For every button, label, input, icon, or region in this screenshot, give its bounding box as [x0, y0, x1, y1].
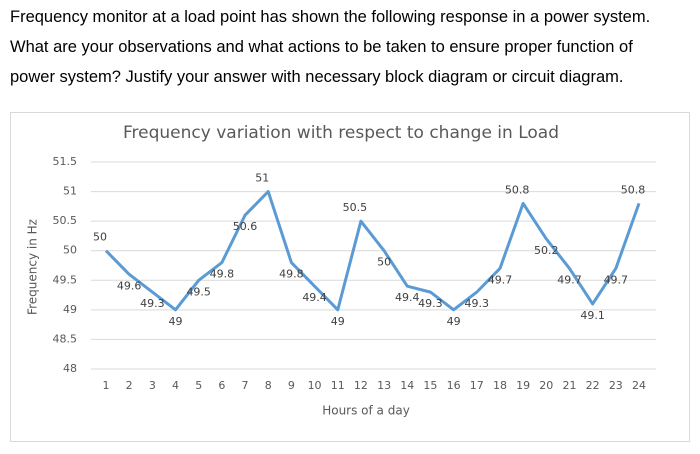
x-tick-label: 11: [331, 379, 345, 392]
x-tick-label: 20: [539, 379, 553, 392]
data-label: 49.3: [140, 297, 165, 310]
x-tick-label: 7: [242, 379, 249, 392]
data-label: 49: [169, 315, 183, 328]
y-tick-label: 49.5: [53, 273, 78, 286]
data-label: 49.7: [604, 273, 629, 286]
chart: Frequency variation with respect to chan…: [10, 112, 690, 442]
x-tick-label: 13: [377, 379, 391, 392]
data-label: 51: [255, 172, 269, 185]
data-label: 49.8: [210, 268, 235, 281]
x-tick-label: 17: [470, 379, 484, 392]
x-tick-label: 19: [516, 379, 530, 392]
data-label: 50: [93, 231, 107, 244]
y-tick-label: 49: [63, 303, 77, 316]
question: Frequency monitor at a load point has sh…: [10, 2, 700, 92]
question-line: Frequency monitor at a load point has sh…: [10, 8, 651, 26]
x-axis-label: Hours of a day: [322, 404, 410, 418]
y-axis-label: Frequency in Hz: [26, 219, 40, 315]
data-label: 49.3: [465, 297, 490, 310]
x-tick-label: 5: [195, 379, 202, 392]
data-label: 49.4: [302, 291, 327, 304]
x-tick-label: 23: [609, 379, 623, 392]
x-tick-label: 6: [218, 379, 225, 392]
data-label: 49.6: [117, 279, 142, 292]
data-label: 50.8: [505, 183, 530, 196]
x-tick-label: 10: [308, 379, 322, 392]
x-tick-label: 15: [423, 379, 437, 392]
y-tick-label: 48.5: [53, 332, 78, 345]
data-label: 49: [331, 315, 345, 328]
data-label: 49.4: [395, 291, 420, 304]
data-label: 49.1: [580, 309, 605, 322]
question-line: What are your observations and what acti…: [10, 38, 633, 56]
data-label: 49.7: [488, 273, 513, 286]
x-tick-label: 24: [632, 379, 646, 392]
x-tick-label: 2: [126, 379, 133, 392]
data-line: [104, 190, 641, 312]
data-label: 49.3: [418, 297, 443, 310]
y-tick-label: 48: [63, 362, 77, 375]
y-tick-label: 50.5: [53, 214, 78, 227]
x-tick-label: 18: [493, 379, 507, 392]
x-tick-label: 1: [103, 379, 110, 392]
x-tick-label: 14: [400, 379, 414, 392]
data-label: 49.5: [186, 285, 211, 298]
x-tick-label: 8: [265, 379, 272, 392]
x-tick-label: 22: [586, 379, 600, 392]
chart-title: Frequency variation with respect to chan…: [123, 123, 559, 143]
data-label: 49.7: [557, 273, 582, 286]
x-tick-label: 4: [172, 379, 179, 392]
x-tick-label: 21: [562, 379, 576, 392]
y-tick-label: 51: [63, 185, 77, 198]
data-label: 50.2: [534, 244, 559, 257]
data-label: 50.6: [233, 220, 258, 233]
x-tick-label: 16: [447, 379, 461, 392]
data-label: 49: [447, 315, 461, 328]
x-tick-label: 12: [354, 379, 368, 392]
data-label: 50.8: [621, 183, 646, 196]
y-tick-label: 50: [63, 244, 77, 257]
data-label: 50.5: [343, 201, 368, 214]
x-tick-label: 9: [288, 379, 295, 392]
question-line: power system? Justify your answer with n…: [10, 68, 624, 86]
y-tick-label: 51.5: [53, 155, 78, 168]
data-label: 49.8: [279, 268, 304, 281]
x-tick-label: 3: [149, 379, 156, 392]
data-label: 50: [377, 256, 391, 269]
